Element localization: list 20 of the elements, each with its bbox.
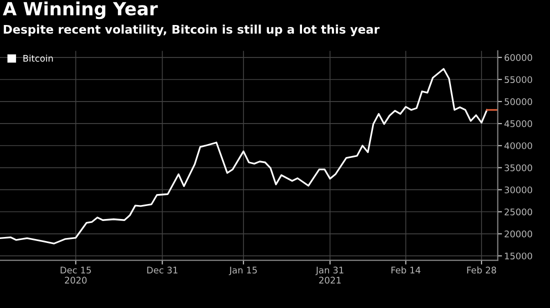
- y-tick-label: 25000: [504, 208, 532, 216]
- x-tick-label: Dec 31: [147, 266, 178, 274]
- chart-title: A Winning Year: [2, 2, 158, 20]
- y-tick-label: 50000: [504, 98, 532, 106]
- y-tick-label: 40000: [504, 142, 532, 150]
- legend-label: Bitcoin: [23, 54, 53, 62]
- x-tick-label: Feb 28: [467, 266, 496, 274]
- x-tick-label: Jan 15: [228, 266, 257, 276]
- y-tick-label: 30000: [504, 186, 532, 194]
- y-tick-label: 55000: [504, 76, 532, 84]
- x-tick-label: Feb 14: [391, 266, 420, 274]
- x-tick-label: Jan 31 2021: [315, 266, 344, 284]
- chart-subtitle: Despite recent volatility, Bitcoin is still up a lot this year: [4, 24, 380, 36]
- y-tick-label: 35000: [504, 164, 532, 172]
- y-tick-label: 60000: [504, 54, 532, 61]
- x-tick-label: Dec 15 2020: [60, 266, 91, 284]
- line-series: [0, 68, 488, 244]
- y-tick-label: 15000: [504, 252, 532, 260]
- y-tick-label: 45000: [504, 120, 532, 128]
- y-tick-label: 20000: [504, 230, 532, 238]
